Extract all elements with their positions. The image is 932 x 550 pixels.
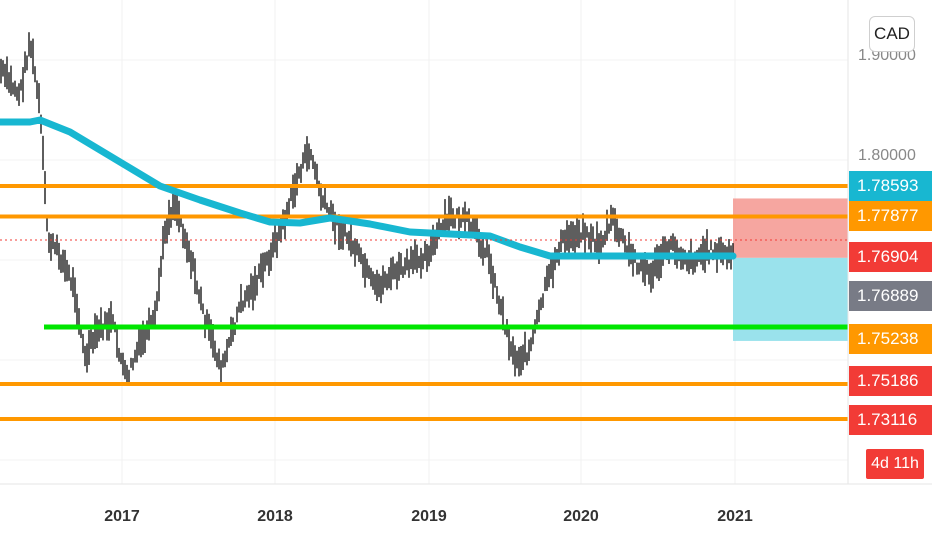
price-label: 1.77877 xyxy=(849,201,932,231)
price-label: 1.78593 xyxy=(849,171,932,201)
x-tick-label: 2021 xyxy=(717,508,753,525)
price-label: 1.76889 xyxy=(849,281,932,311)
horizontal-levels[interactable] xyxy=(0,184,848,421)
price-label: 1.75186 xyxy=(849,366,932,396)
bar-countdown-label: 4d 11h xyxy=(866,449,924,479)
candlestick-series xyxy=(0,32,734,385)
x-tick-label: 2020 xyxy=(563,508,599,525)
moving-average-line xyxy=(0,116,737,260)
position-stop-zone[interactable] xyxy=(733,198,848,258)
x-tick-label: 2017 xyxy=(104,508,140,525)
x-tick-label: 2018 xyxy=(257,508,293,525)
price-label: 1.73116 xyxy=(849,405,932,435)
currency-badge[interactable]: CAD xyxy=(869,16,915,52)
price-label: 1.76904 xyxy=(849,242,932,272)
price-label: 1.75238 xyxy=(849,324,932,354)
faint-upper-price-label: 1.80000 xyxy=(858,147,916,164)
x-tick-label: 2019 xyxy=(411,508,447,525)
